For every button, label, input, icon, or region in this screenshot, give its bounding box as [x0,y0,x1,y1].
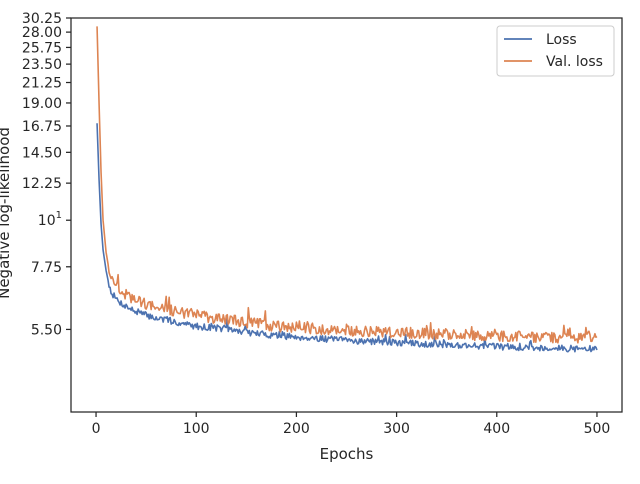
y-axis-label: Negative log-likelihood [0,127,13,299]
legend-label: Loss [546,32,577,48]
data-lines [96,26,598,353]
y-tick-label: 7.75 [31,260,62,276]
y-tick-label: 25.75 [22,40,62,56]
y-tick-label: 30.25 [22,11,62,27]
y-tick-label: 23.50 [22,57,62,73]
y-tick-label: 21.25 [22,76,62,92]
y-tick-label: 19.00 [22,96,62,112]
legend: Loss Val. loss [496,25,615,77]
x-tick-label: 400 [483,421,510,437]
x-tick-label: 500 [584,421,611,437]
y-tick-label: 28.00 [22,25,62,41]
y-tick-label: 14.50 [22,145,62,161]
plot-frame [70,17,623,413]
y-tick-label: 101 [38,210,62,229]
y-tick-label: 12.25 [22,176,62,192]
x-tick-label: 0 [92,421,101,437]
x-axis-label: Epochs [320,445,374,463]
y-tick-label: 5.50 [31,322,62,338]
x-tick-label: 100 [183,421,210,437]
y-tick-label: 16.75 [22,119,62,135]
y-axis-ticks: 5.50 7.75 101 12.25 14.50 16.75 19.00 21.25 23.5… [22,11,71,338]
legend-label: Val. loss [546,54,603,70]
x-tick-label: 300 [383,421,410,437]
series-line-val-loss [96,26,598,344]
x-axis-ticks: 0 100 200 300 400 500 [92,412,611,437]
series-line-loss [96,123,598,353]
x-tick-label: 200 [283,421,310,437]
